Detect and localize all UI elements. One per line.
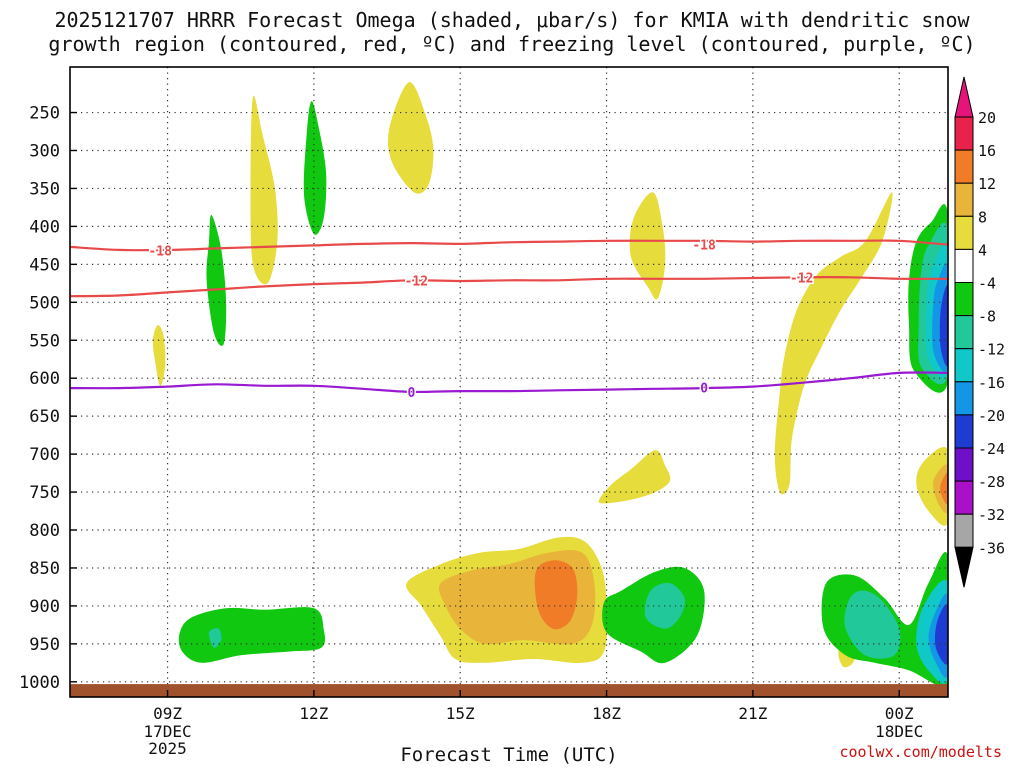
credit-link[interactable]: coolwx.com/modelts: [839, 743, 1002, 761]
colorbar-swatch: [954, 414, 974, 449]
colorbar-swatch: [954, 215, 974, 250]
omega-region: [387, 82, 434, 194]
colorbar-swatch: [954, 282, 974, 317]
x-tick-label: 15Z: [446, 704, 475, 723]
contour-label: -12: [405, 274, 428, 289]
y-tick-label: 500: [29, 293, 60, 313]
colorbar-label: -12: [978, 341, 1005, 359]
axes-layer: 250 300 350 400 450 500 550 600 650 700 750 800 850 9…: [19, 66, 949, 758]
chart-title: 2025121707 HRRR Forecast Omega (shaded, …: [0, 8, 1024, 56]
omega-region: [250, 95, 278, 285]
grid-layer: [70, 67, 948, 697]
contour-label: 0: [408, 386, 416, 401]
x-tick-label: 18Z: [592, 704, 621, 723]
colorbar-label: 16: [978, 142, 996, 160]
colorbar-swatch: [954, 513, 974, 548]
x-tick-label: 09Z: [153, 704, 182, 723]
y-tick-label: 800: [29, 521, 60, 541]
y-tick-label: 400: [29, 217, 60, 237]
omega-region: [939, 285, 948, 367]
x-tick-label: 12Z: [299, 704, 328, 723]
y-tick-label: 550: [29, 331, 60, 351]
surface-layer: [70, 684, 948, 697]
colorbar-swatch: [954, 182, 974, 217]
colorbar-label: -36: [978, 539, 1005, 557]
omega-region: [844, 590, 901, 659]
title-line-1: 2025121707 HRRR Forecast Omega (shaded, …: [54, 8, 970, 32]
colorbar-swatch: [954, 381, 974, 416]
x-axis-title: Forecast Time (UTC): [400, 744, 618, 766]
contour-layer: -18 -18 -12 -12 0 0: [70, 237, 948, 402]
colorbar-bottom-arrow: [954, 546, 974, 588]
y-tick-label: 900: [29, 597, 60, 617]
x-tick-sublabel: 17DEC: [143, 722, 191, 741]
colorbar-top-arrow: [954, 76, 974, 118]
contour-line: [70, 276, 948, 298]
y-tick-label: 600: [29, 369, 60, 389]
y-tick-label: 300: [29, 141, 60, 161]
title-line-2: growth region (contoured, red, ºC) and f…: [48, 32, 976, 56]
colorbar-label: -8: [978, 308, 996, 326]
colorbar-label: -16: [978, 374, 1005, 392]
y-tick-label: 750: [29, 483, 60, 503]
contour-line: [70, 239, 948, 252]
y-tick-label: 450: [29, 255, 60, 275]
contour-label: -12: [790, 271, 813, 286]
colorbar-swatch: [954, 116, 974, 151]
colorbar-label: 8: [978, 208, 987, 226]
colorbar-label: -24: [978, 440, 1005, 458]
y-tick-label: 950: [29, 635, 60, 655]
colorbar-swatch: [954, 480, 974, 515]
colorbar-swatch: [954, 447, 974, 482]
omega-region: [303, 101, 327, 235]
colorbar-label: -32: [978, 506, 1005, 524]
y-tick-label: 850: [29, 559, 60, 579]
colorbar-label: -28: [978, 473, 1005, 491]
colorbar-label: 4: [978, 241, 987, 259]
omega-region: [534, 560, 578, 630]
x-tick-label: 21Z: [738, 704, 767, 723]
omega-region: [178, 607, 326, 663]
y-tick-label: 650: [29, 407, 60, 427]
omega-region: [934, 604, 948, 665]
colorbar-label: 12: [978, 175, 996, 193]
contour-label: -18: [148, 245, 172, 260]
omega-region: [774, 192, 893, 495]
omega-region: [208, 628, 222, 648]
colorbar-label: -4: [978, 275, 996, 293]
y-tick-label: 250: [29, 104, 60, 124]
x-tick-sublabel: 2025: [148, 739, 187, 758]
colorbar-label: -20: [978, 407, 1005, 425]
y-tick-label: 1000: [19, 673, 60, 693]
x-tick-sublabel: 18DEC: [875, 722, 923, 741]
omega-shading-layer: [152, 82, 948, 693]
contour-label: 0: [700, 381, 708, 396]
x-tick-label: 00Z: [885, 704, 914, 723]
y-tick-label: 350: [29, 179, 60, 199]
colorbar-swatch: [954, 248, 974, 283]
contour-label: -18: [692, 239, 716, 254]
colorbar-swatch: [954, 315, 974, 350]
omega-region: [206, 214, 227, 346]
omega-region: [598, 450, 671, 504]
y-tick-label: 700: [29, 445, 60, 465]
colorbar: 20 16 12 8 4 -4 -8 -12 -16 -20 -24 -28 -32 -36: [954, 76, 1005, 588]
contour-line: [70, 371, 948, 394]
omega-region: [629, 192, 666, 300]
omega-region: [940, 472, 948, 505]
colorbar-swatch: [954, 149, 974, 184]
plot-frame: [69, 66, 949, 698]
omega-region: [152, 325, 166, 386]
surface-terrain: [70, 684, 948, 697]
colorbar-swatch: [954, 348, 974, 383]
colorbar-label: 20: [978, 109, 996, 127]
